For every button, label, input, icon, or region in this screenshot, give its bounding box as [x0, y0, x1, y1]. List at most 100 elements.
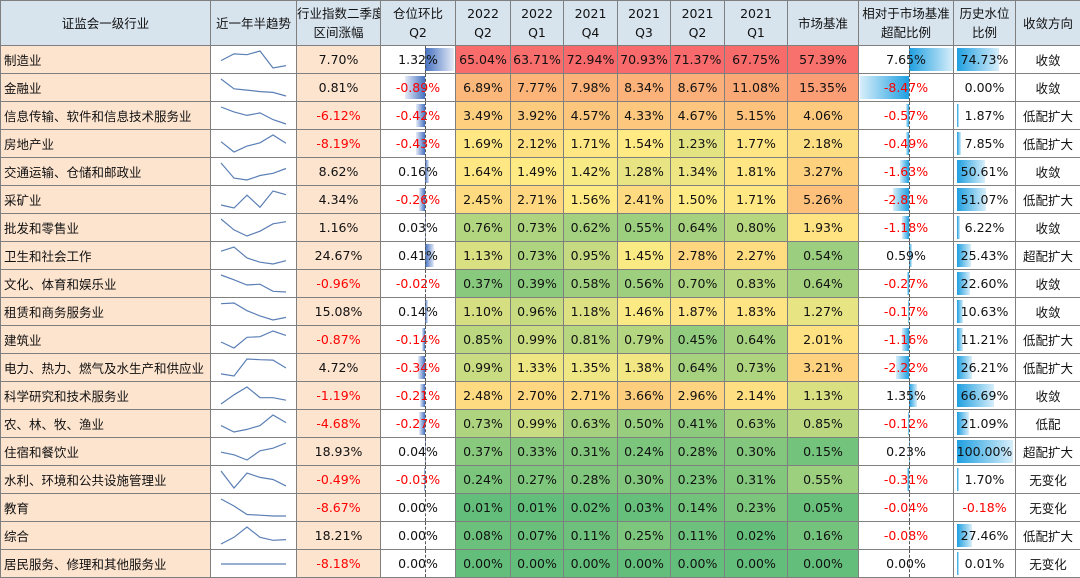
quarter-weight-value: 1.64% — [463, 164, 503, 179]
header-quarter: Q1 — [747, 25, 765, 40]
data-bar — [419, 412, 425, 435]
quarter-weight-value: 0.00% — [570, 556, 611, 571]
table-row: 交通运输、仓储和邮政业 8.62% 0.16% 1.64% 1.49% 1.42% 1.28… — [0, 157, 1080, 186]
table-row: 信息传输、软件和信息技术服务业 -6.12% -0.42% 3.49% 3.92% 4.5… — [0, 101, 1080, 130]
quarter-weight-value: 0.64% — [736, 332, 776, 347]
position-change-value: -0.27% — [395, 416, 441, 431]
quarter-weight: 0.03% — [617, 493, 671, 522]
sparkline-line — [220, 162, 287, 181]
quarter-weight-value: 0.79% — [624, 332, 664, 347]
overweight-ratio-value: -0.57% — [883, 108, 929, 123]
industry-name-value: 卫生和社会工作 — [4, 249, 92, 264]
quarter-weight-value: 0.73% — [736, 360, 776, 375]
sparkline-line — [220, 526, 287, 545]
position-change-value: -0.89% — [395, 80, 441, 95]
quarter-weight: 3.49% — [455, 101, 511, 130]
header-2022q1: 2022 Q1 — [510, 0, 564, 46]
position-change: -0.89% — [380, 73, 456, 102]
trend-sparkline — [220, 498, 286, 517]
quarter-weight-value: 0.11% — [677, 528, 718, 543]
table-row: 居民服务、修理和其他服务业 -8.18% 0.00% 0.00% 0.00% 0.00% 0… — [0, 549, 1080, 578]
data-bar — [908, 300, 909, 323]
trend-sparkline-cell — [210, 297, 297, 326]
history-level-value: 50.61% — [960, 164, 1009, 179]
quarter-weight: 0.01% — [455, 493, 511, 522]
header-year: 2021 — [628, 6, 660, 21]
index-return: -1.19% — [296, 381, 381, 410]
position-change: -0.43% — [380, 129, 456, 158]
data-bar — [908, 412, 909, 435]
trend-sparkline-cell — [210, 521, 297, 550]
quarter-weight-value: 0.37% — [463, 444, 503, 459]
quarter-weight: 1.38% — [617, 353, 671, 382]
header-pos-line2: Q2 — [409, 25, 427, 40]
data-bar — [419, 188, 425, 211]
history-level-value: 51.07% — [960, 192, 1009, 207]
convergence-direction-value: 无变化 — [1029, 501, 1067, 516]
quarter-weight-value: 70.93% — [620, 52, 668, 67]
quarter-weight-value: 67.75% — [732, 52, 780, 67]
trend-sparkline-cell — [210, 73, 297, 102]
quarter-weight: 0.50% — [617, 409, 671, 438]
convergence-direction: 收敛 — [1015, 73, 1080, 102]
history-level: 6.22% — [953, 213, 1016, 242]
benchmark-weight-value: 4.06% — [803, 108, 843, 123]
history-bar — [957, 48, 999, 71]
quarter-weight-value: 0.02% — [736, 528, 776, 543]
quarter-weight: 0.63% — [563, 409, 618, 438]
quarter-weight-value: 0.99% — [463, 360, 503, 375]
trend-sparkline — [221, 563, 286, 565]
sparkline-line — [220, 358, 287, 377]
industry-name-value: 批发和零售业 — [4, 221, 80, 236]
zero-axis — [909, 382, 910, 409]
quarter-weight-value: 0.55% — [624, 220, 664, 235]
data-bar — [902, 216, 909, 239]
history-level: 11.21% — [953, 325, 1016, 354]
quarter-weight: 0.37% — [455, 437, 511, 466]
quarter-weight: 2.70% — [510, 381, 564, 410]
benchmark-weight: 3.27% — [787, 157, 859, 186]
quarter-weight: 2.41% — [617, 185, 671, 214]
benchmark-weight-value: 0.54% — [803, 248, 843, 263]
quarter-weight: 0.99% — [510, 325, 564, 354]
position-change: -0.26% — [380, 185, 456, 214]
quarter-weight-value: 0.27% — [517, 472, 557, 487]
quarter-weight-value: 0.00% — [736, 556, 776, 571]
industry-name: 建筑业 — [0, 325, 211, 354]
quarter-weight: 0.00% — [617, 549, 671, 578]
sparkline-line — [220, 246, 287, 265]
overweight-ratio-value: -1.63% — [883, 164, 929, 179]
history-bar — [957, 328, 964, 351]
history-bar — [957, 244, 972, 267]
trend-sparkline-cell — [210, 101, 297, 130]
history-bar — [957, 216, 961, 239]
quarter-weight-value: 0.28% — [570, 472, 611, 487]
benchmark-weight-value: 0.05% — [803, 500, 843, 515]
quarter-weight: 0.39% — [510, 269, 564, 298]
trend-sparkline — [220, 246, 287, 265]
sparkline-line — [220, 190, 287, 209]
quarter-weight-value: 3.66% — [624, 388, 664, 403]
quarter-weight: 0.24% — [455, 465, 511, 494]
history-bar — [957, 272, 970, 295]
quarter-weight: 0.11% — [670, 521, 725, 550]
overweight-ratio-value: 0.00% — [886, 556, 926, 571]
quarter-weight-value: 0.33% — [517, 444, 557, 459]
quarter-weight-value: 0.80% — [736, 220, 776, 235]
index-return: 1.16% — [296, 213, 381, 242]
data-bar — [902, 328, 909, 351]
industry-name: 信息传输、软件和信息技术服务业 — [0, 101, 211, 130]
quarter-weight: 0.00% — [670, 549, 725, 578]
trend-sparkline-cell — [210, 185, 297, 214]
benchmark-weight-value: 5.26% — [803, 192, 843, 207]
trend-sparkline-cell — [210, 549, 297, 578]
history-bar — [957, 440, 1013, 463]
quarter-weight: 0.85% — [455, 325, 511, 354]
quarter-weight-value: 0.31% — [736, 472, 776, 487]
overweight-ratio: 7.65% — [858, 45, 954, 74]
header-benchmark: 市场基准 — [787, 0, 859, 46]
table-row: 电力、热力、燃气及水生产和供应业 4.72% -0.34% 0.99% 1.33% 1.3… — [0, 353, 1080, 382]
overweight-ratio-value: 0.23% — [886, 444, 926, 459]
quarter-weight: 1.18% — [563, 297, 618, 326]
